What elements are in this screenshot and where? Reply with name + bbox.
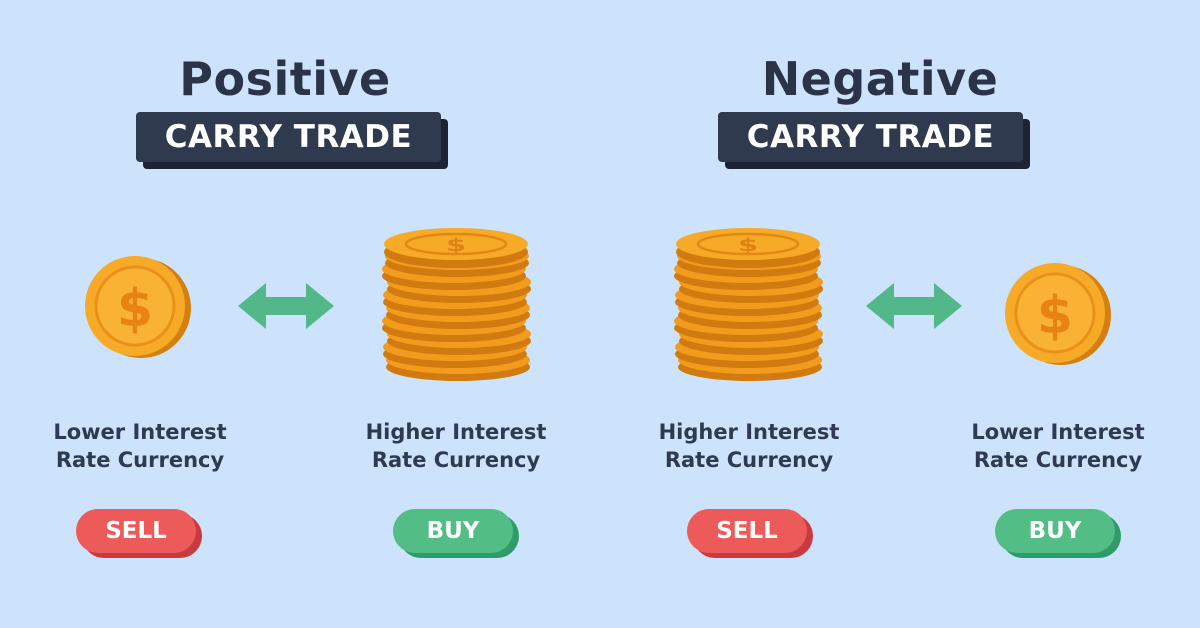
negative-left-label: Higher Interest Rate Currency: [658, 420, 840, 472]
negative-subtitle-banner: CARRY TRADE: [718, 112, 1030, 169]
svg-text:$: $: [738, 235, 758, 256]
coin-stack-icon: $: [382, 228, 531, 381]
positive-right-label: Higher Interest Rate Currency: [365, 420, 547, 472]
negative-title: Negative: [761, 52, 999, 106]
negative-sell-button[interactable]: SELL: [687, 509, 813, 558]
dollar-sign: $: [117, 279, 153, 339]
positive-sell-button[interactable]: SELL: [76, 509, 202, 558]
negative-buy-button[interactable]: BUY: [995, 509, 1121, 558]
coin-stack-icon: $: [674, 228, 823, 381]
positive-title: Positive: [179, 52, 391, 106]
positive-buy-button[interactable]: BUY: [393, 509, 519, 558]
svg-text:$: $: [446, 235, 466, 256]
single-coin-icon: $: [1005, 263, 1111, 365]
negative-right-label: Lower Interest Rate Currency: [971, 420, 1145, 472]
negative-subtitle: CARRY TRADE: [718, 112, 1023, 162]
double-arrow-icon: [866, 283, 962, 329]
positive-subtitle-banner: CARRY TRADE: [136, 112, 448, 169]
double-arrow-icon: [238, 283, 334, 329]
single-coin-icon: $: [85, 256, 191, 358]
positive-subtitle: CARRY TRADE: [136, 112, 441, 162]
positive-left-label: Lower Interest Rate Currency: [53, 420, 227, 472]
dollar-sign: $: [1037, 286, 1073, 346]
